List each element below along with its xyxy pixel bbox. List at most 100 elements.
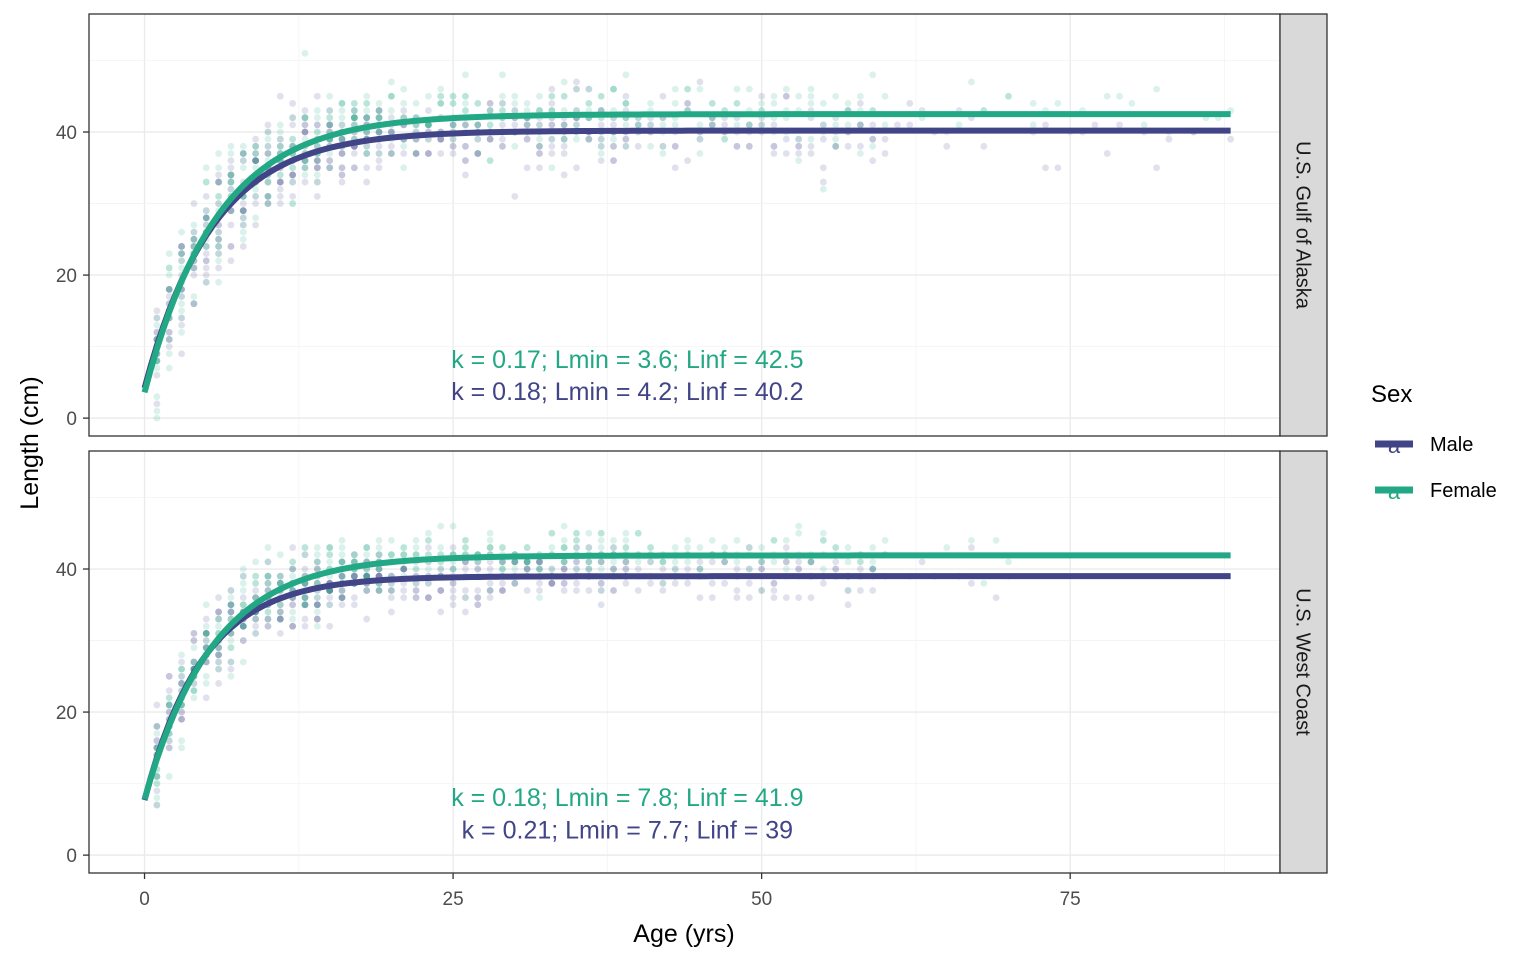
- data-point-female: [387, 92, 395, 100]
- data-point-male: [832, 558, 840, 566]
- data-point-female: [560, 135, 568, 143]
- data-point-male: [573, 78, 580, 86]
- data-point-male: [585, 544, 593, 551]
- data-point-male: [313, 121, 321, 129]
- data-point-female: [178, 665, 185, 673]
- data-point-male: [869, 157, 877, 165]
- data-point-female: [338, 594, 346, 602]
- legend-title: Sex: [1371, 381, 1412, 408]
- data-point-male: [264, 142, 272, 150]
- data-point-female: [375, 565, 383, 573]
- data-point-male: [215, 651, 222, 659]
- data-point-male: [190, 228, 198, 236]
- data-point-female: [375, 107, 383, 114]
- data-point-male: [338, 601, 346, 609]
- data-point-female: [745, 565, 753, 573]
- data-point-female: [326, 164, 334, 172]
- data-point-female: [153, 773, 161, 780]
- data-point-male: [425, 150, 432, 157]
- data-point-male: [178, 715, 185, 723]
- data-point-female: [523, 565, 531, 573]
- data-point-male: [338, 178, 346, 186]
- data-point-female: [239, 157, 247, 165]
- data-point-female: [585, 85, 593, 93]
- data-point-male: [239, 207, 247, 215]
- data-point-male: [326, 157, 334, 165]
- data-point-female: [647, 544, 654, 551]
- data-point-female: [165, 264, 173, 272]
- data-point-female: [684, 544, 691, 551]
- data-point-female: [338, 558, 346, 566]
- data-point-female: [486, 107, 494, 114]
- data-point-male: [215, 594, 222, 602]
- data-point-male: [819, 135, 827, 143]
- data-point-male: [227, 587, 235, 594]
- data-point-male: [350, 572, 358, 580]
- growth-curve-male: [141, 127, 1231, 389]
- data-point-male: [375, 128, 383, 136]
- data-point-male: [795, 558, 803, 566]
- data-point-female: [264, 572, 272, 580]
- data-point-female: [400, 85, 408, 93]
- data-point-male: [375, 142, 383, 150]
- data-point-male: [523, 587, 531, 594]
- data-point-female: [202, 164, 210, 172]
- data-point-female: [560, 537, 568, 544]
- data-point-male: [338, 150, 346, 157]
- data-point-female: [1140, 121, 1148, 129]
- data-point-male: [326, 157, 334, 165]
- data-point-female: [239, 579, 247, 587]
- data-point-male: [548, 579, 556, 587]
- data-point-male: [412, 587, 420, 594]
- data-point-male: [560, 121, 568, 129]
- data-point-male: [276, 178, 284, 186]
- data-point-male: [585, 135, 593, 143]
- data-point-male: [301, 594, 309, 602]
- data-point-male: [153, 307, 161, 315]
- data-point-male: [807, 558, 815, 566]
- data-point-female: [622, 558, 630, 566]
- data-point-male: [622, 142, 630, 150]
- data-point-female: [375, 114, 383, 122]
- data-point-female: [326, 92, 334, 100]
- data-point-female: [215, 615, 222, 623]
- data-point-male: [338, 135, 346, 143]
- data-point-male: [276, 185, 284, 193]
- data-point-male: [856, 100, 864, 107]
- data-point-female: [721, 135, 729, 143]
- data-point-male: [239, 207, 247, 215]
- data-point-female: [758, 121, 766, 129]
- data-point-male: [425, 594, 432, 602]
- data-point-female: [252, 157, 260, 165]
- data-point-male: [338, 164, 346, 172]
- panel-background: [89, 14, 1280, 436]
- data-point-male: [313, 178, 321, 186]
- data-point-female: [486, 121, 494, 129]
- data-point-male: [227, 257, 235, 265]
- data-point-female: [190, 694, 198, 702]
- data-point-female: [671, 100, 679, 107]
- data-point-male: [252, 615, 260, 623]
- data-point-male: [560, 142, 568, 150]
- data-point-female: [536, 594, 543, 602]
- data-point-male: [165, 328, 173, 336]
- data-point-male: [745, 565, 753, 573]
- data-point-male: [499, 135, 506, 143]
- data-point-male: [634, 121, 642, 129]
- data-point-male: [375, 587, 383, 594]
- data-point-male: [597, 121, 605, 129]
- data-point-female: [153, 364, 161, 372]
- data-point-male: [227, 243, 235, 250]
- data-point-male: [387, 150, 395, 157]
- data-point-female: [622, 71, 630, 79]
- data-point-female: [264, 608, 272, 616]
- data-point-female: [301, 164, 309, 172]
- data-point-male: [289, 622, 297, 630]
- data-point-male: [647, 558, 654, 566]
- data-point-male: [264, 558, 272, 566]
- data-point-male: [523, 121, 531, 129]
- data-point-male: [610, 121, 617, 129]
- data-point-male: [178, 293, 185, 300]
- data-point-female: [289, 200, 297, 207]
- data-point-male: [782, 92, 790, 100]
